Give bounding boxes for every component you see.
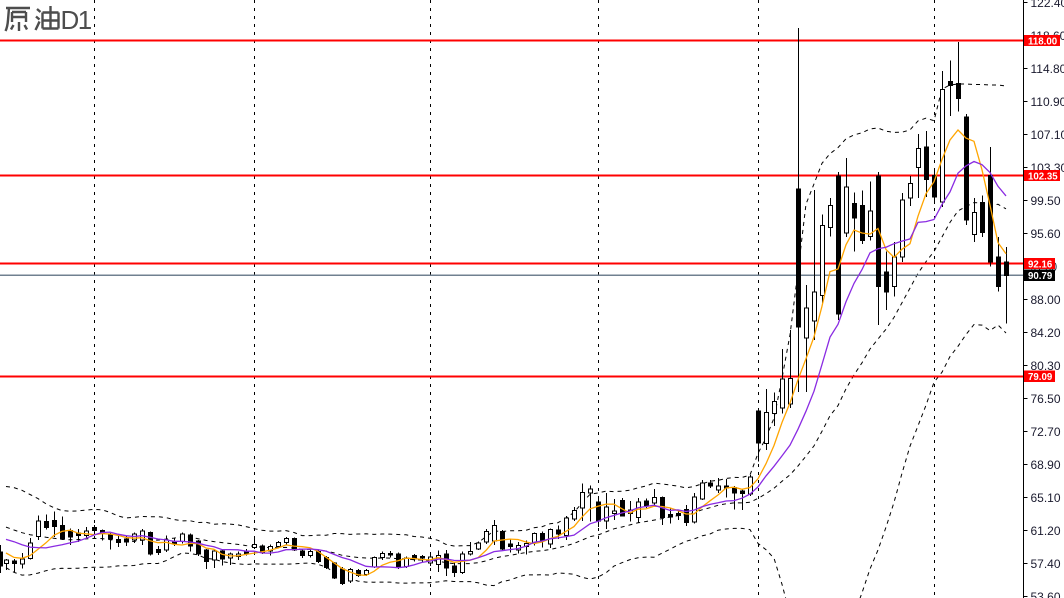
svg-text:72.70: 72.70: [1031, 425, 1061, 439]
svg-text:53.60: 53.60: [1031, 590, 1061, 598]
svg-text:107.10: 107.10: [1031, 128, 1064, 142]
svg-text:65.10: 65.10: [1031, 491, 1061, 505]
svg-text:99.50: 99.50: [1031, 194, 1061, 208]
svg-text:102.35: 102.35: [1028, 171, 1058, 182]
svg-text:110.90: 110.90: [1031, 95, 1064, 109]
svg-text:95.60: 95.60: [1031, 227, 1061, 241]
svg-text:118.00: 118.00: [1028, 36, 1057, 47]
svg-text:76.50: 76.50: [1031, 392, 1061, 406]
svg-text:114.80: 114.80: [1031, 62, 1064, 76]
svg-text:80.30: 80.30: [1031, 359, 1061, 373]
svg-text:57.40: 57.40: [1031, 557, 1061, 571]
svg-text:68.90: 68.90: [1031, 458, 1061, 472]
svg-text:92.16: 92.16: [1028, 259, 1053, 270]
svg-text:D1: D1: [61, 5, 92, 35]
svg-text:61.20: 61.20: [1031, 524, 1061, 538]
svg-text:88.00: 88.00: [1031, 293, 1061, 307]
svg-text:122.40: 122.40: [1031, 0, 1064, 10]
svg-text:90.79: 90.79: [1028, 271, 1053, 282]
svg-text:79.09: 79.09: [1028, 372, 1053, 383]
svg-text:84.20: 84.20: [1031, 326, 1061, 340]
